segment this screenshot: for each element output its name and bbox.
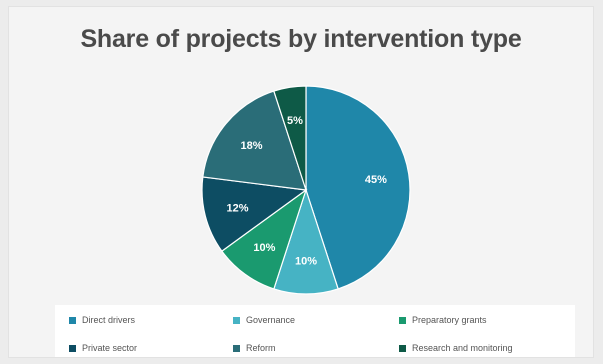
legend-label: Reform xyxy=(246,343,276,353)
legend-swatch xyxy=(69,344,76,352)
pie-data-label-reform: 18% xyxy=(240,140,262,152)
pie-data-label-private-sector: 12% xyxy=(226,203,248,215)
chart-legend: Direct drivers Governance Preparatory gran… xyxy=(55,305,575,357)
pie-slice-reform xyxy=(202,90,307,191)
legend-item-preparatory-grants: Preparatory grants xyxy=(399,315,487,325)
pie-data-label-governance: 10% xyxy=(295,256,317,268)
legend-swatch xyxy=(233,344,240,352)
pie-slice-direct-drivers xyxy=(305,85,411,290)
legend-item-research-and-monitoring: Research and monitoring xyxy=(399,343,513,353)
legend-label: Private sector xyxy=(82,343,138,353)
pie-data-label-research-and-monitoring: 5% xyxy=(287,115,303,127)
pie-data-label-preparatory-grants: 10% xyxy=(253,242,275,254)
pie-slice-research-and-monitoring xyxy=(273,85,307,191)
legend-item-private-sector: Private sector xyxy=(69,343,137,353)
legend-swatch xyxy=(399,344,406,352)
legend-item-direct-drivers: Direct drivers xyxy=(69,315,135,325)
legend-label: Preparatory grants xyxy=(412,315,487,325)
legend-item-reform: Reform xyxy=(233,343,276,353)
pie-chart: 45% 10% 10% 12% 18% 5% xyxy=(201,85,411,295)
pie-data-label-direct-drivers: 45% xyxy=(365,174,387,186)
legend-swatch xyxy=(69,316,76,324)
legend-swatch xyxy=(233,316,240,324)
pie-slice-private-sector xyxy=(201,176,308,252)
legend-item-governance: Governance xyxy=(233,315,295,325)
legend-label: Direct drivers xyxy=(82,315,136,325)
legend-label: Research and monitoring xyxy=(412,343,513,353)
chart-card: Share of projects by intervention type 4… xyxy=(8,6,594,358)
chart-title: Share of projects by intervention type xyxy=(80,25,522,53)
legend-label: Governance xyxy=(246,315,296,325)
legend-swatch xyxy=(399,316,406,324)
